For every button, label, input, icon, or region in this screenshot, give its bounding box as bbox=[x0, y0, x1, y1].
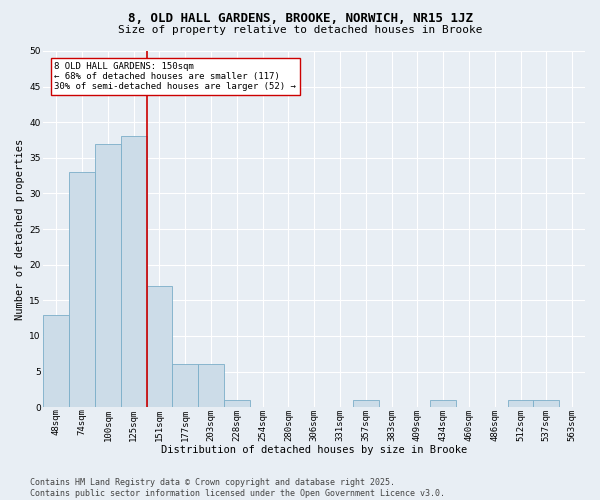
Bar bbox=[430, 400, 456, 407]
Y-axis label: Number of detached properties: Number of detached properties bbox=[15, 138, 25, 320]
Text: Size of property relative to detached houses in Brooke: Size of property relative to detached ho… bbox=[118, 25, 482, 35]
Bar bbox=[198, 364, 224, 407]
Bar bbox=[224, 400, 250, 407]
Bar bbox=[172, 364, 198, 407]
Bar bbox=[508, 400, 533, 407]
Bar bbox=[533, 400, 559, 407]
Text: 8, OLD HALL GARDENS, BROOKE, NORWICH, NR15 1JZ: 8, OLD HALL GARDENS, BROOKE, NORWICH, NR… bbox=[128, 12, 473, 26]
Text: Contains HM Land Registry data © Crown copyright and database right 2025.
Contai: Contains HM Land Registry data © Crown c… bbox=[30, 478, 445, 498]
Bar bbox=[43, 314, 69, 407]
Bar bbox=[146, 286, 172, 407]
Bar bbox=[121, 136, 146, 407]
X-axis label: Distribution of detached houses by size in Brooke: Distribution of detached houses by size … bbox=[161, 445, 467, 455]
Text: 8 OLD HALL GARDENS: 150sqm
← 68% of detached houses are smaller (117)
30% of sem: 8 OLD HALL GARDENS: 150sqm ← 68% of deta… bbox=[54, 62, 296, 92]
Bar bbox=[95, 144, 121, 407]
Bar bbox=[69, 172, 95, 407]
Bar bbox=[353, 400, 379, 407]
